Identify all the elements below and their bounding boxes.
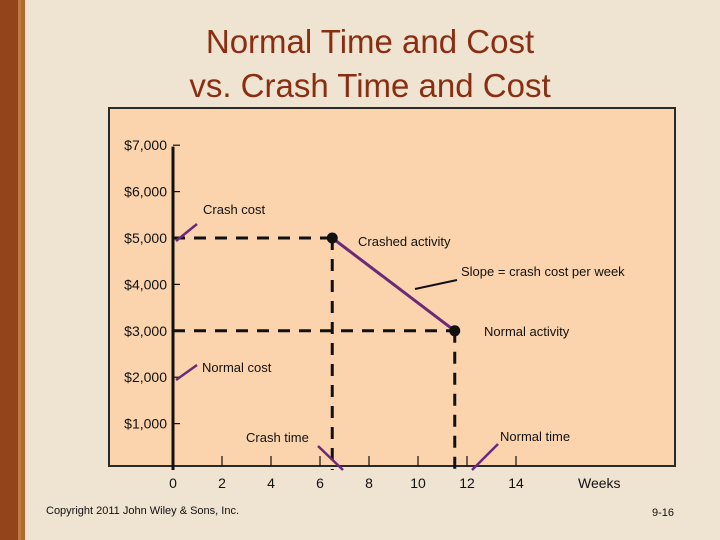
annotation-normal-cost: Normal cost bbox=[202, 360, 272, 375]
title-line-2: vs. Crash Time and Cost bbox=[189, 67, 551, 104]
annotation-normal-activity: Normal activity bbox=[484, 324, 570, 339]
x-tick-label: 6 bbox=[316, 475, 324, 491]
annotation-crash-time: Crash time bbox=[246, 430, 309, 445]
slide-number: 9-16 bbox=[652, 507, 675, 519]
crash-time-pointer bbox=[317, 445, 344, 471]
crash-normal-line bbox=[331, 236, 456, 332]
x-tick-label: 4 bbox=[267, 475, 275, 491]
y-tick-label: $1,000 bbox=[124, 416, 167, 432]
copyright-text: Copyright 2011 John Wiley & Sons, Inc. bbox=[46, 505, 240, 517]
annotation-slope: Slope = crash cost per week bbox=[461, 264, 625, 279]
annotation-crash-cost: Crash cost bbox=[203, 202, 266, 217]
title-line-1: Normal Time and Cost bbox=[205, 23, 535, 60]
y-tick-label: $5,000 bbox=[124, 230, 167, 246]
x-tick-label: 12 bbox=[459, 475, 475, 491]
x-axis-unit-label: Weeks bbox=[578, 475, 621, 491]
normal-cost-pointer bbox=[175, 363, 198, 382]
y-tick-label: $2,000 bbox=[124, 369, 167, 385]
annotation-crashed-activity: Crashed activity bbox=[358, 234, 451, 249]
slope-pointer bbox=[414, 279, 458, 290]
y-tick-label: $6,000 bbox=[124, 184, 167, 200]
x-tick-label: 0 bbox=[169, 475, 177, 491]
x-tick-label: 2 bbox=[218, 475, 226, 491]
normal-activity-point bbox=[449, 325, 461, 337]
crash-cost-pointer bbox=[175, 223, 198, 242]
left-decorative-stripe bbox=[21, 0, 25, 540]
y-tick-label: $3,000 bbox=[124, 323, 167, 339]
x-tick-label: 10 bbox=[410, 475, 426, 491]
annotation-normal-time: Normal time bbox=[500, 429, 570, 444]
y-tick-label: $7,000 bbox=[124, 137, 167, 153]
x-tick-label: 14 bbox=[508, 475, 524, 491]
chart-panel bbox=[108, 107, 676, 467]
slide-title: Normal Time and Cost vs. Crash Time and … bbox=[120, 20, 620, 108]
y-tick-label: $4,000 bbox=[124, 276, 167, 292]
crashed-activity-point bbox=[326, 232, 338, 244]
left-decorative-bar bbox=[0, 0, 21, 540]
x-tick-label: 8 bbox=[365, 475, 373, 491]
normal-time-pointer bbox=[471, 443, 499, 471]
